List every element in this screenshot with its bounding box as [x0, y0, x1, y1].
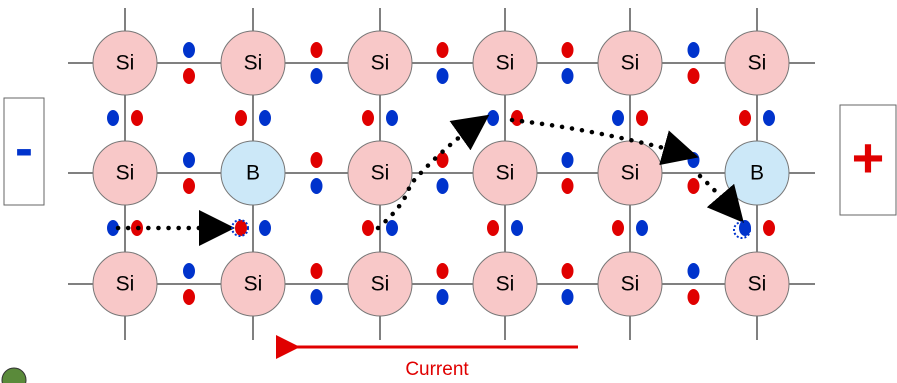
diagram: Si Si Si Si Si Si Si B Si Si Si B Si Si Si Si Si Si - + C… — [0, 0, 897, 383]
electron — [437, 263, 449, 279]
electron — [562, 42, 574, 58]
current-label: Current — [405, 359, 469, 380]
electron — [311, 42, 323, 58]
electron — [183, 42, 195, 58]
electron — [688, 152, 700, 168]
electron — [235, 220, 247, 236]
atom-label: Si — [621, 52, 640, 75]
atom-label: Si — [496, 273, 515, 296]
atom-label: Si — [116, 273, 135, 296]
electron — [437, 152, 449, 168]
electron — [562, 152, 574, 168]
atom-label: Si — [621, 273, 640, 296]
electron — [311, 178, 323, 194]
electron — [739, 110, 751, 126]
electron — [487, 110, 499, 126]
electron — [562, 68, 574, 84]
logo — [2, 368, 26, 383]
electron — [235, 110, 247, 126]
electron — [259, 110, 271, 126]
electron — [688, 178, 700, 194]
atom-label: B — [246, 162, 260, 185]
electron — [688, 263, 700, 279]
atom-label: Si — [496, 52, 515, 75]
electron — [562, 178, 574, 194]
atom-label: Si — [496, 162, 515, 185]
electron — [763, 110, 775, 126]
atom-label: B — [750, 162, 764, 185]
electron — [437, 68, 449, 84]
electron — [183, 178, 195, 194]
atom-label: Si — [371, 273, 390, 296]
electron — [183, 289, 195, 305]
atom-label: Si — [748, 52, 767, 75]
atom-label: Si — [116, 162, 135, 185]
electron — [437, 289, 449, 305]
atom-label: Si — [244, 52, 263, 75]
electron — [386, 220, 398, 236]
electron — [688, 42, 700, 58]
electron — [562, 289, 574, 305]
electron — [437, 42, 449, 58]
electron — [183, 263, 195, 279]
atom-label: Si — [116, 52, 135, 75]
atom-label: Si — [748, 273, 767, 296]
atom-label: Si — [621, 162, 640, 185]
electron — [636, 110, 648, 126]
electron — [131, 110, 143, 126]
electron — [311, 263, 323, 279]
negative-label: - — [15, 118, 33, 178]
electron-path — [512, 120, 690, 155]
electron — [362, 110, 374, 126]
electron — [183, 68, 195, 84]
electron — [107, 110, 119, 126]
electron — [437, 178, 449, 194]
electron — [636, 220, 648, 236]
atom-label: Si — [244, 273, 263, 296]
atom-label: Si — [371, 162, 390, 185]
electron — [763, 220, 775, 236]
electron — [688, 68, 700, 84]
electron — [612, 220, 624, 236]
electron — [688, 289, 700, 305]
electron — [183, 152, 195, 168]
electron — [487, 220, 499, 236]
electron — [386, 110, 398, 126]
electron — [259, 220, 271, 236]
electron — [311, 68, 323, 84]
electron — [311, 152, 323, 168]
electron — [511, 220, 523, 236]
electron — [362, 220, 374, 236]
positive-label: + — [852, 126, 885, 189]
electron — [562, 263, 574, 279]
atom-label: Si — [371, 52, 390, 75]
electron — [311, 289, 323, 305]
electron — [612, 110, 624, 126]
